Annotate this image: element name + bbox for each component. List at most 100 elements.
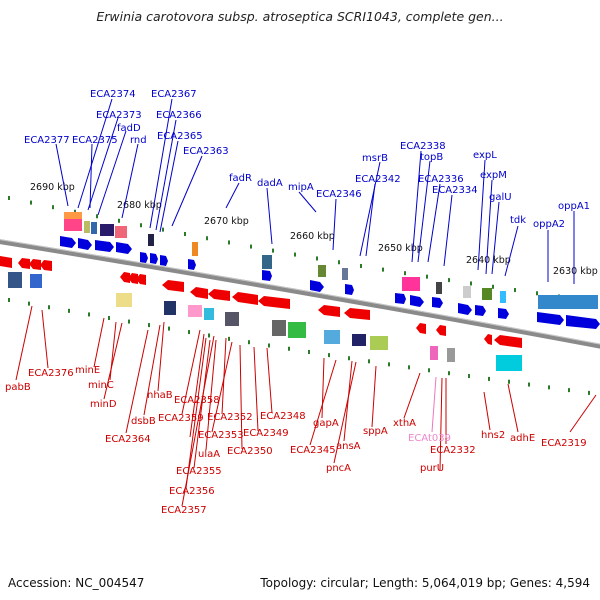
tick-mark [348, 356, 350, 361]
gene-label-eca2367: ECA2367 [151, 89, 197, 100]
top-leader-lines [55, 98, 575, 284]
gene-label-eca2336: ECA2336 [418, 174, 464, 185]
tick-mark [316, 256, 318, 261]
tick-mark [404, 271, 406, 276]
gene-label-eca2363: ECA2363 [183, 146, 229, 157]
tick-mark [248, 340, 250, 345]
tick-mark [268, 343, 270, 348]
gene-label-eca2358: ECA2358 [174, 395, 220, 406]
tick-mark [514, 288, 516, 293]
bottom-feature-track [0, 256, 522, 371]
tick-mark [208, 333, 210, 338]
tick-label-2640: 2640 kbp [466, 255, 511, 266]
tick-mark [128, 319, 130, 324]
tick-mark [96, 214, 98, 219]
gene-label-xthA: xthA [393, 418, 416, 429]
gene-label-pncA: pncA [326, 463, 351, 474]
upper-tick-track [8, 196, 582, 302]
tick-mark [528, 382, 530, 387]
gene-label-expL: expL [473, 150, 497, 161]
tick-mark [294, 252, 296, 257]
gene-label-eca2342: ECA2342 [355, 174, 401, 185]
gene-label-eca2350: ECA2350 [227, 446, 273, 457]
gene-label-fadD: fadD [117, 123, 141, 134]
gene-label-galU: galU [489, 192, 512, 203]
page-title: Erwinia carotovora subsp. atroseptica SC… [96, 9, 504, 24]
gene-label-eca2349: ECA2349 [243, 428, 289, 439]
tick-mark [140, 223, 142, 228]
tick-mark [408, 365, 410, 370]
tick-label-2630: 2630 kbp [553, 266, 598, 277]
gene-label-minE: minE [75, 365, 100, 376]
tick-mark [30, 200, 32, 205]
tick-mark [228, 336, 230, 341]
top-gene-labels: ECA2374 ECA2373 fadD ECA2377 ECA2375 rnd… [24, 89, 590, 230]
gene-label-tdk: tdk [510, 215, 526, 226]
gene-label-gapA: gapA [313, 418, 339, 429]
gene-label-eca2373: ECA2373 [96, 110, 142, 121]
tick-mark [250, 244, 252, 249]
tick-mark [338, 260, 340, 265]
top-feature-track [60, 212, 600, 329]
tick-mark [448, 371, 450, 376]
gene-label-minC: minC [88, 380, 114, 391]
ecat039-leader [431, 376, 437, 433]
gene-label-eca2377: ECA2377 [24, 135, 70, 146]
tick-mark [184, 231, 186, 236]
tick-mark [148, 323, 150, 328]
gene-label-eca2352: ECA2352 [207, 412, 253, 423]
gene-label-adhE: adhE [510, 433, 535, 444]
accession-label: Accession: NC_004547 [8, 576, 145, 590]
gene-label-eca2338: ECA2338 [400, 141, 446, 152]
tick-mark [468, 374, 470, 379]
tick-label-2690: 2690 kbp [30, 182, 75, 193]
tick-mark [360, 263, 362, 268]
tick-mark [428, 368, 430, 373]
gene-label-topB: topB [420, 152, 443, 163]
lower-tick-track [8, 298, 590, 395]
tick-mark [492, 284, 494, 289]
gene-label-purU: purU [420, 463, 444, 474]
tick-mark [382, 267, 384, 272]
tick-mark [470, 281, 472, 286]
gene-label-eca2365: ECA2365 [157, 131, 203, 142]
tick-mark [588, 390, 590, 395]
gene-label-eca2355: ECA2355 [176, 466, 222, 477]
gene-label-oppA1: oppA1 [558, 201, 590, 212]
tick-mark [8, 196, 10, 200]
gene-label-fadR: fadR [229, 173, 252, 184]
gene-label-eca2374: ECA2374 [90, 89, 136, 100]
gene-label-eca2348: ECA2348 [260, 411, 306, 422]
gene-label-msrB: msrB [362, 153, 388, 164]
gene-label-eca2346: ECA2346 [316, 189, 362, 200]
bottom-gene-labels: pabB ECA2376 minE minC minD dsbB nhaB EC… [5, 365, 587, 516]
tick-mark [88, 312, 90, 317]
tick-mark [228, 240, 230, 245]
tick-mark [206, 236, 208, 241]
gene-label-eca2357: ECA2357 [161, 505, 207, 516]
bottom-leader-lines [15, 305, 597, 507]
gene-label-minD: minD [90, 399, 117, 410]
gene-label-dadA: dadA [257, 178, 283, 189]
tick-mark [448, 278, 450, 283]
gene-label-pabB: pabB [5, 382, 31, 393]
genome-backbone [0, 239, 600, 349]
tick-mark [68, 308, 70, 313]
gene-label-eca2334: ECA2334 [432, 185, 478, 196]
gene-label-eca2375: ECA2375 [72, 135, 118, 146]
gene-label-eca2364: ECA2364 [105, 434, 151, 445]
tick-label-2670: 2670 kbp [204, 216, 249, 227]
tick-mark [288, 346, 290, 351]
gene-label-sppA: sppA [363, 426, 388, 437]
tick-mark [52, 205, 54, 210]
gene-label-hns2: hns2 [481, 430, 505, 441]
tick-mark [118, 218, 120, 223]
tick-label-2680: 2680 kbp [117, 200, 162, 211]
tick-mark [536, 291, 538, 296]
tick-mark [272, 248, 274, 253]
tick-mark [28, 301, 30, 306]
gene-label-expM: expM [480, 170, 507, 181]
gene-label-ansA: ansA [336, 441, 361, 452]
tick-mark [488, 376, 490, 381]
